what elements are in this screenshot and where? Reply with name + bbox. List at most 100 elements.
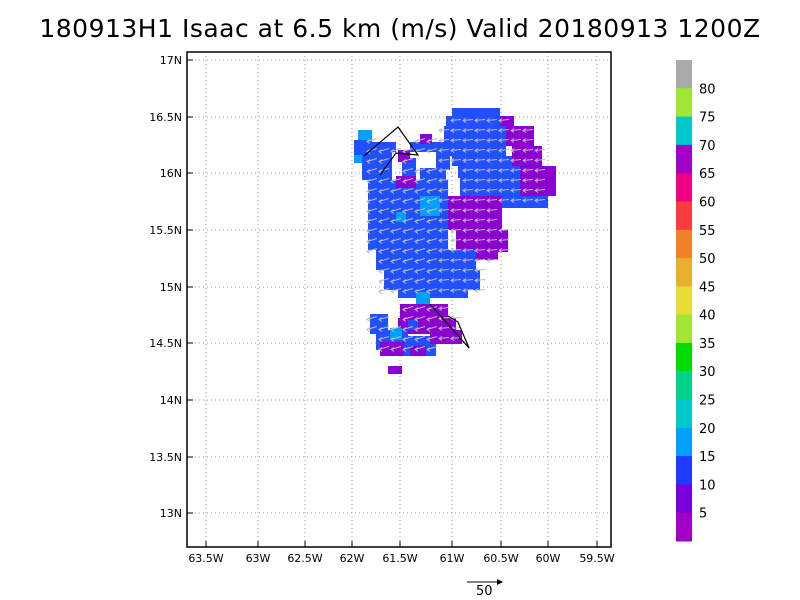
wind-cell (548, 180, 556, 194)
wind-vector-head (426, 337, 431, 342)
wind-vector-head (426, 149, 431, 154)
wind-vector (450, 279, 462, 281)
wind-vector-head (414, 209, 419, 214)
wind-vector-head (402, 337, 407, 342)
wind-vector-head (378, 249, 383, 254)
wind-vector (486, 209, 498, 211)
wind-cell (416, 292, 430, 304)
wind-vector-head (522, 178, 527, 183)
wind-vector-head (474, 238, 479, 243)
wind-vector (498, 239, 510, 241)
wind-vector (438, 169, 450, 171)
wind-cell (388, 366, 402, 374)
wind-vector-head (438, 268, 443, 273)
wind-vector-head (510, 198, 515, 203)
wind-vector (438, 289, 450, 291)
wind-vector-head (414, 337, 419, 342)
wind-vector (462, 189, 474, 191)
wind-vector-head (390, 327, 395, 332)
wind-vector-head (426, 189, 431, 194)
colorbar-label: 25 (699, 394, 716, 409)
wind-vector-head (450, 288, 455, 293)
wind-vector-head (426, 169, 431, 174)
wind-vector-head (498, 178, 503, 183)
wind-vector (378, 346, 390, 350)
wind-vector (438, 249, 450, 251)
lat-label: 13N (160, 507, 182, 520)
wind-vector-head (522, 128, 527, 133)
colorbar-swatch (676, 201, 692, 231)
wind-vector (366, 248, 378, 252)
wind-vector (414, 268, 426, 272)
wind-vector-head (462, 258, 467, 263)
wind-cell (396, 212, 406, 222)
wind-vector (462, 209, 474, 211)
wind-vector (510, 179, 522, 181)
wind-vector (462, 229, 474, 231)
wind-vector (522, 169, 534, 171)
wind-vector-head (534, 148, 539, 153)
wind-vector-head (390, 199, 395, 204)
wind-cell (398, 290, 468, 298)
wind-vector-head (438, 128, 443, 133)
colorbar-swatch (676, 229, 692, 259)
wind-vector-head (486, 218, 491, 223)
wind-vector (462, 279, 474, 281)
wind-vector (426, 326, 438, 330)
flight-track-south (429, 303, 470, 349)
wind-vector (474, 279, 486, 281)
wind-vector-head (438, 258, 443, 263)
wind-cell (370, 314, 388, 334)
wind-vector-head (474, 128, 479, 133)
wind-vector-head (450, 228, 455, 233)
reference-vector (467, 579, 503, 585)
lon-label: 60.5W (483, 552, 518, 565)
wind-vector (450, 129, 462, 131)
lon-ticks: 63.5W 63W 62.5W 62W 61.5W 61W 60.5W 60W 59.5W (188, 541, 615, 565)
wind-vector-head (414, 269, 419, 274)
wind-vector (450, 159, 462, 161)
wind-vector-head (414, 179, 419, 184)
lat-label: 15.5N (149, 224, 182, 237)
wind-vector-head (474, 188, 479, 193)
wind-vector-head (438, 178, 443, 183)
wind-vector-head (450, 138, 455, 143)
wind-cell (470, 252, 498, 260)
wind-vector (462, 259, 474, 261)
wind-vector (450, 139, 462, 141)
wind-vector-head (390, 289, 395, 294)
wind-vector (378, 258, 390, 262)
wind-vector-head (486, 238, 491, 243)
wind-vector-head (426, 229, 431, 234)
wind-vector (462, 129, 474, 131)
wind-vector-head (390, 249, 395, 254)
wind-vector-head (378, 199, 383, 204)
wind-vector-head (438, 248, 443, 253)
wind-vector-head (438, 238, 443, 243)
colorbar-label: 20 (699, 422, 716, 437)
wind-vector (414, 168, 426, 172)
wind-vector (378, 228, 390, 232)
wind-vector-head (462, 198, 467, 203)
wind-vector (462, 239, 474, 241)
wind-vector (390, 326, 402, 330)
wind-vector (522, 189, 534, 191)
wind-cell (354, 140, 362, 160)
wind-vector-head (402, 327, 407, 332)
wind-vector (498, 199, 510, 201)
wind-vector-head (462, 228, 467, 233)
wind-vector (474, 189, 486, 191)
wind-vector-head (438, 288, 443, 293)
wind-vector-head (402, 307, 407, 312)
lat-label: 17N (160, 54, 182, 67)
wind-vector-head (366, 149, 371, 154)
wind-vector-head (462, 248, 467, 253)
wind-vector (414, 198, 426, 202)
wind-vector-head (486, 228, 491, 233)
wind-vector-head (474, 158, 479, 163)
wind-vector (414, 218, 426, 222)
wind-vector (426, 198, 438, 202)
wind-vector (486, 229, 498, 231)
wind-vector (366, 218, 378, 222)
wind-vector (366, 148, 378, 152)
